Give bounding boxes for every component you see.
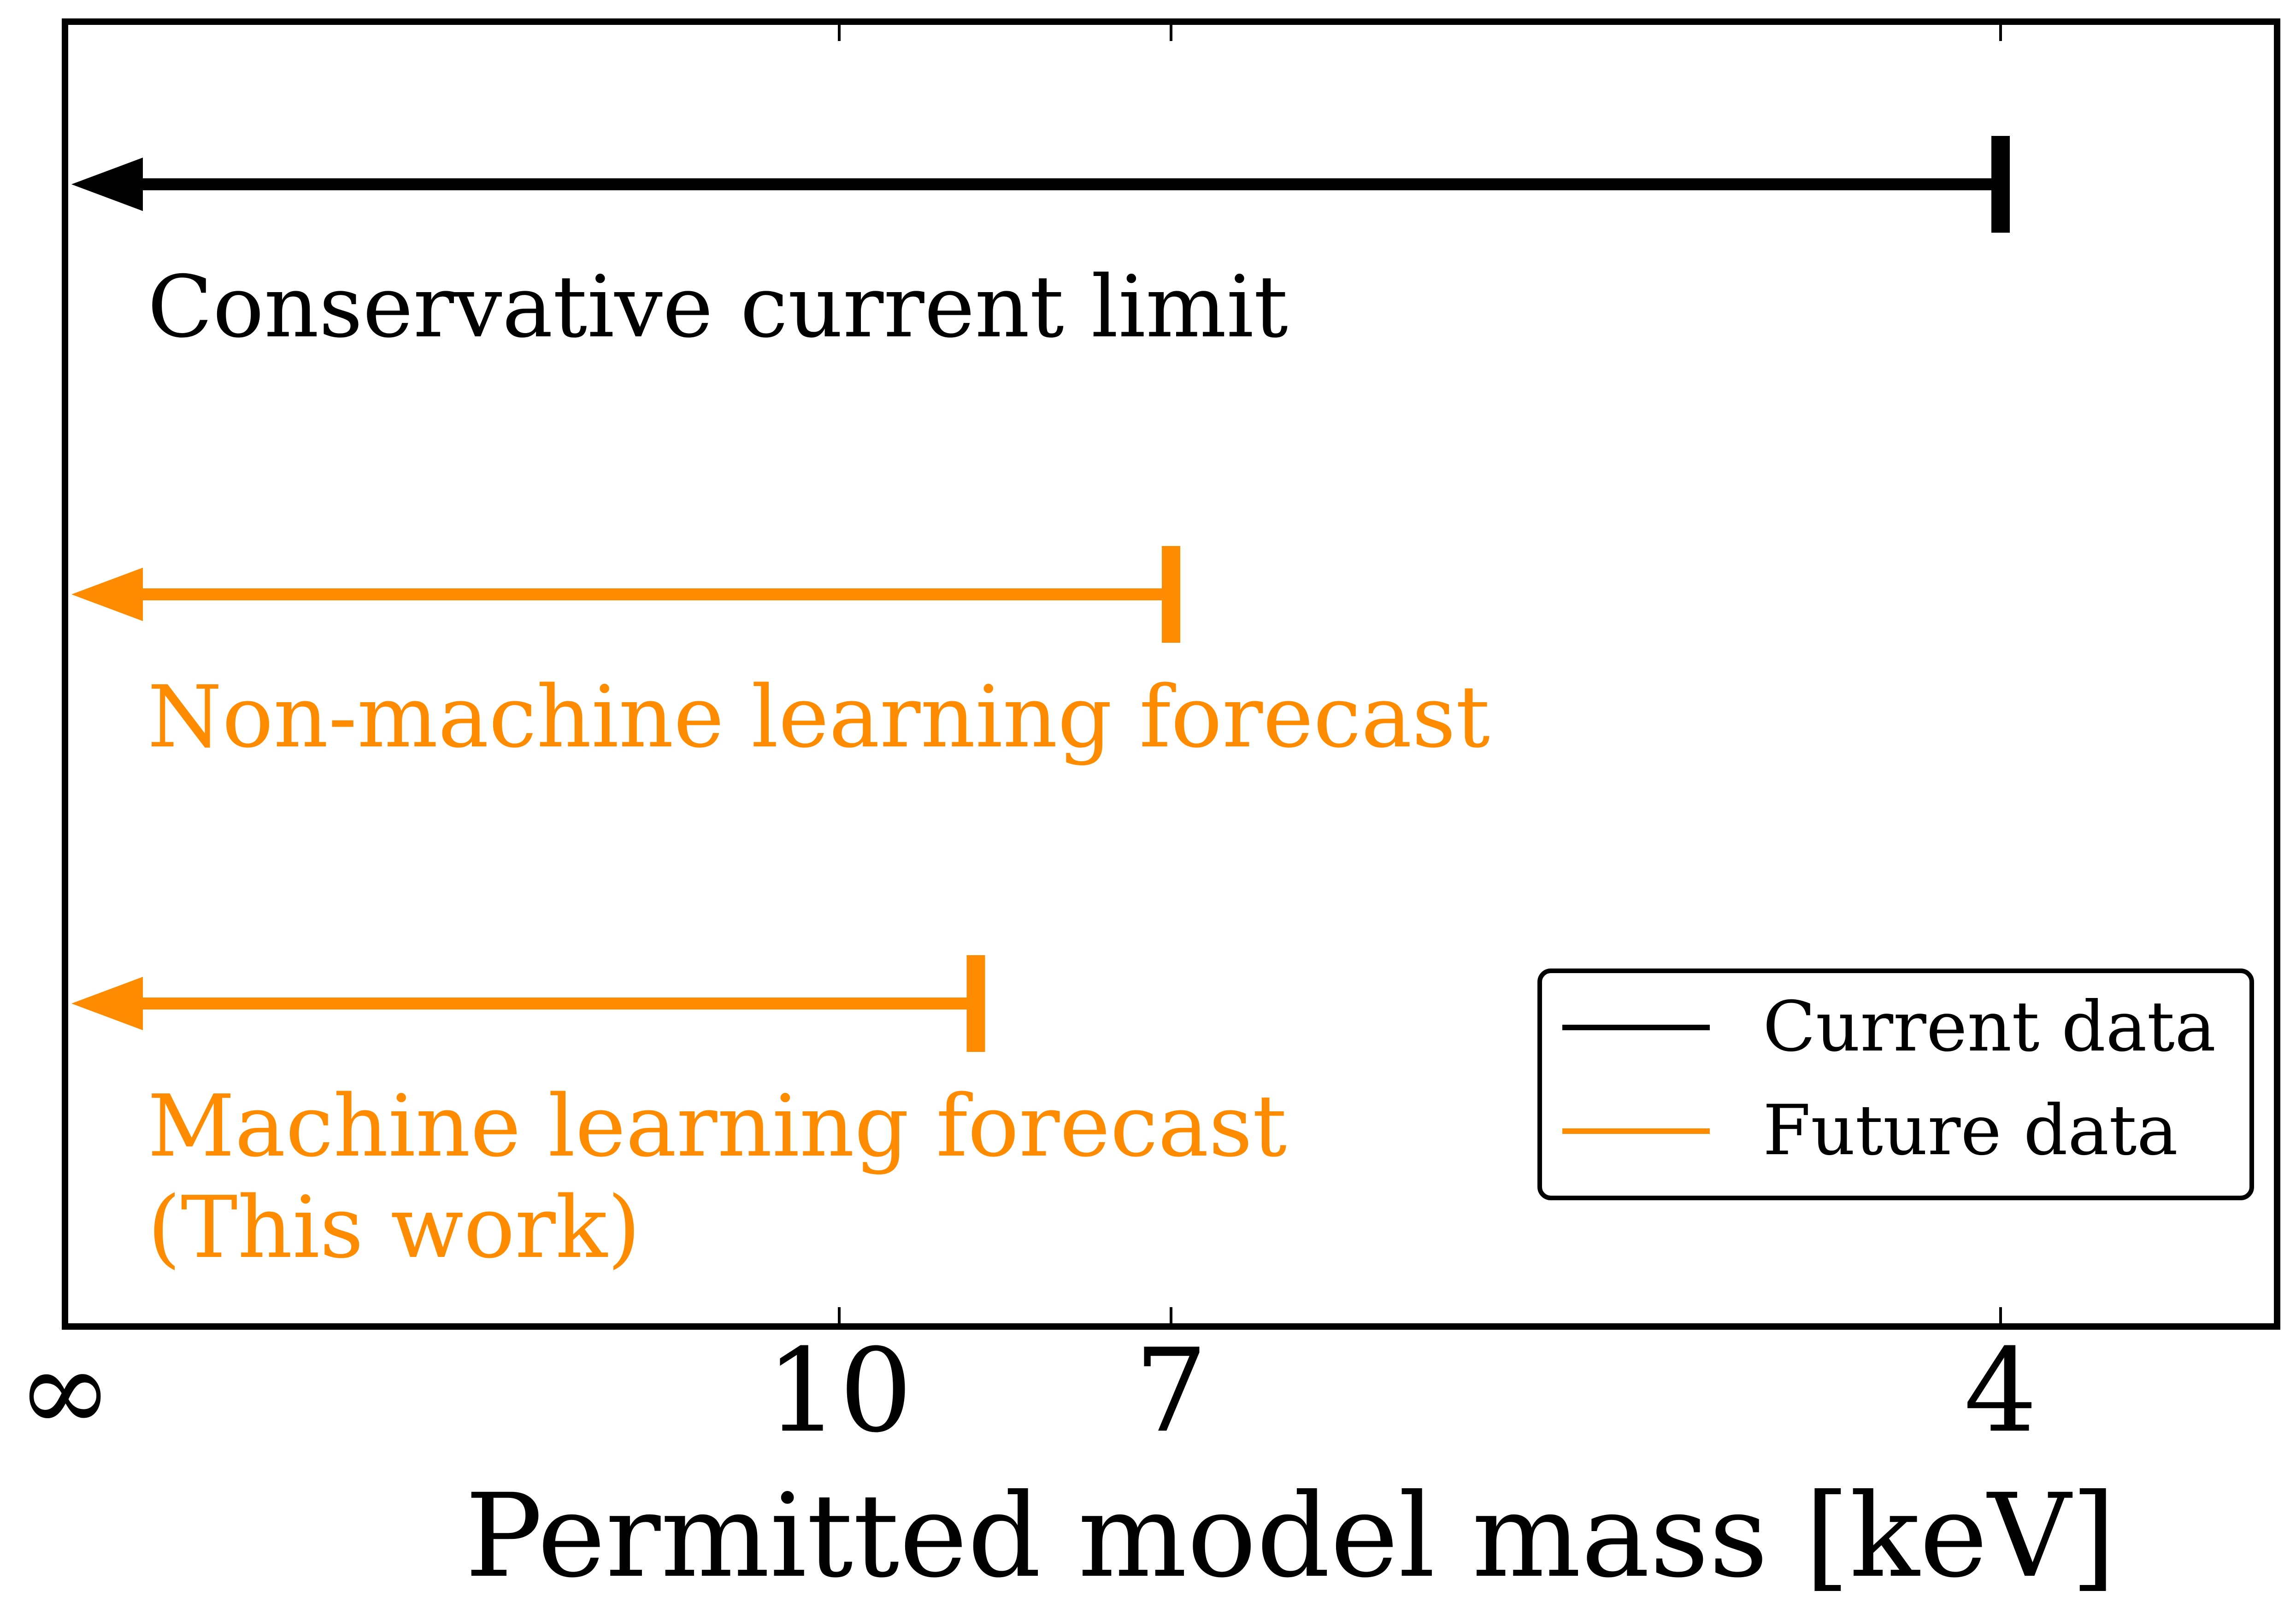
x-tick-label: ∞ <box>17 1324 113 1458</box>
range-bar-arrowhead <box>71 977 143 1030</box>
x-tick-label: 4 <box>1964 1324 2037 1458</box>
legend-box <box>1537 968 2254 1200</box>
legend-label-current-data: Current data <box>1763 987 2216 1067</box>
x-ticks: ∞ 10 7 4 <box>17 22 2037 1458</box>
range-bar-label: Non-machine learning forecast <box>147 667 1490 767</box>
range-bars: Conservative current limit Non-machine le… <box>71 136 2010 1277</box>
x-axis-label: Permitted model mass [keV] <box>465 1469 2116 1603</box>
range-bar-arrowhead <box>71 568 143 621</box>
range-bar-label: Machine learning forecast <box>147 1076 1287 1176</box>
x-tick-label: 7 <box>1134 1324 1207 1458</box>
range-bar-arrowhead <box>71 158 143 211</box>
x-tick-label: 10 <box>766 1324 913 1458</box>
legend: Current data Future data <box>1537 968 2254 1200</box>
range-bar-label: (This work) <box>147 1178 641 1277</box>
range-bar-label: Conservative current limit <box>147 257 1288 357</box>
legend-label-future-data: Future data <box>1763 1091 2178 1171</box>
